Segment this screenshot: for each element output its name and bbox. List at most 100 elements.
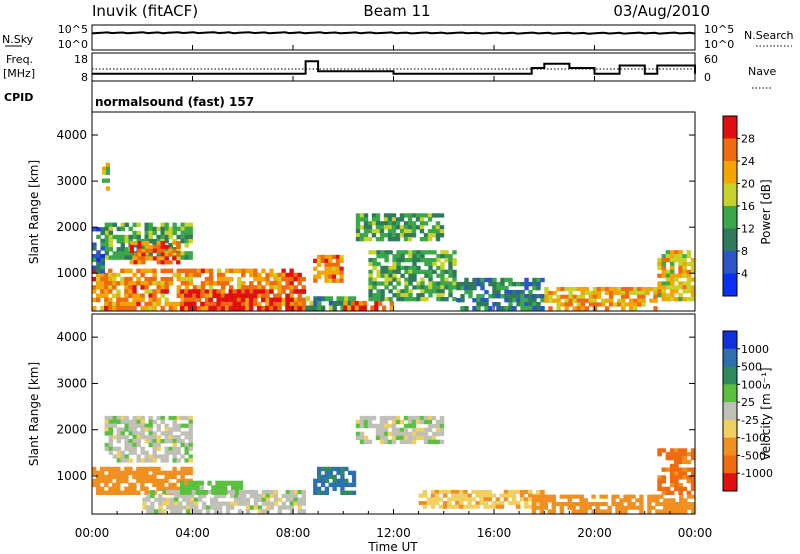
heatmap-cell xyxy=(424,297,429,302)
heatmap-cell xyxy=(164,247,169,252)
heatmap-cell xyxy=(148,466,153,472)
heatmap-cell xyxy=(148,251,153,256)
heatmap-cell xyxy=(404,281,409,286)
heatmap-cell xyxy=(96,482,101,488)
heatmap-cell xyxy=(547,498,552,503)
heatmap-cell xyxy=(336,470,341,476)
heatmap-cell xyxy=(108,431,113,436)
heatmap-cell xyxy=(236,297,242,303)
heatmap-cell xyxy=(512,294,517,299)
heatmap-cell xyxy=(108,230,113,236)
heatmap-cell xyxy=(180,293,185,298)
heatmap-cell xyxy=(232,305,238,311)
heatmap-cell xyxy=(203,489,208,495)
heatmap-cell xyxy=(375,435,381,441)
heatmap-cell xyxy=(128,450,133,455)
heatmap-cell xyxy=(178,505,183,510)
heatmap-cell xyxy=(455,501,460,506)
heatmap-cell xyxy=(416,269,421,274)
heatmap-cell xyxy=(199,480,204,486)
heatmap-cell xyxy=(434,489,440,494)
heatmap-cell xyxy=(324,270,329,275)
heatmap-cell xyxy=(188,466,193,472)
heatmap-cell xyxy=(411,213,417,218)
colorbar-tick-label: -1000 xyxy=(741,467,773,480)
heatmap-cell xyxy=(202,505,207,510)
heatmap-cell xyxy=(156,482,161,488)
heatmap-cell xyxy=(168,435,173,440)
heatmap-cell xyxy=(416,297,421,302)
heatmap-cell xyxy=(324,266,329,271)
heatmap-cell xyxy=(261,493,267,499)
heatmap-cell xyxy=(144,230,149,236)
heatmap-cell xyxy=(168,431,173,436)
heatmap-cell xyxy=(140,415,145,421)
colorbar-tick-label: 100 xyxy=(741,378,762,391)
heatmap-cell xyxy=(112,234,117,240)
heatmap-cell xyxy=(136,301,141,307)
heatmap-cell xyxy=(420,289,425,294)
heatmap-cell xyxy=(511,489,517,494)
heatmap-cell xyxy=(420,293,425,298)
heatmap-cell xyxy=(387,423,393,429)
heatmap-cell xyxy=(591,509,596,514)
heatmap-cell xyxy=(387,233,393,238)
heatmap-cell xyxy=(572,298,577,303)
heatmap-cell xyxy=(180,415,185,421)
heatmap-cell xyxy=(391,419,397,425)
heatmap-cell xyxy=(476,294,481,299)
heatmap-cell xyxy=(374,300,379,306)
heatmap-cell xyxy=(176,435,181,440)
heatmap-cell xyxy=(172,474,177,480)
heatmap-cell xyxy=(297,501,302,506)
heatmap-cell xyxy=(132,281,137,286)
heatmap-cell xyxy=(439,423,445,429)
heatmap-cell xyxy=(164,281,169,286)
heatmap-cell xyxy=(671,509,676,514)
heatmap-cell xyxy=(484,277,489,283)
heatmap-cell xyxy=(102,170,107,175)
heatmap-cell xyxy=(179,480,185,486)
colorbar-tick-label: 16 xyxy=(741,200,755,213)
heatmap-cell xyxy=(184,293,189,298)
heatmap-cell xyxy=(112,466,117,472)
heatmap-cell xyxy=(367,423,373,429)
heatmap-cell xyxy=(174,497,179,502)
heatmap-cell xyxy=(404,250,409,255)
heatmap-cell xyxy=(347,305,352,311)
heatmap-cell xyxy=(144,466,149,472)
heatmap-cell xyxy=(655,509,660,514)
heatmap-cell xyxy=(503,489,509,494)
heatmap-cell xyxy=(124,427,129,432)
heatmap-cell xyxy=(172,305,177,311)
heatmap-cell xyxy=(195,485,200,491)
heatmap-cell xyxy=(388,277,393,282)
heatmap-cell xyxy=(313,490,318,495)
heatmap-cell xyxy=(629,298,634,303)
heatmap-cell xyxy=(442,493,448,498)
heatmap-cell xyxy=(124,297,129,303)
heatmap-cell xyxy=(187,485,193,491)
heatmap-cell xyxy=(144,285,149,290)
heatmap-cell xyxy=(241,289,246,294)
heatmap-cell xyxy=(236,305,242,311)
heatmap-cell xyxy=(540,306,545,311)
colorbar-swatch xyxy=(723,206,737,229)
heatmap-cell xyxy=(671,502,676,507)
heatmap-cell xyxy=(172,419,177,424)
heatmap-cell xyxy=(375,213,381,218)
heatmap-cell xyxy=(105,170,110,175)
heatmap-cell xyxy=(170,501,175,506)
heatmap-cell xyxy=(132,439,137,444)
heatmap-cell xyxy=(647,509,652,514)
heatmap-cell xyxy=(160,230,165,236)
heatmap-cell xyxy=(188,234,193,240)
heatmap-cell xyxy=(120,454,125,459)
heatmap-cell xyxy=(137,260,142,265)
heatmap-cell xyxy=(435,221,441,226)
heatmap-cell xyxy=(459,504,464,509)
heatmap-cell xyxy=(359,233,365,238)
heatmap-cell xyxy=(112,446,117,451)
heatmap-cell xyxy=(355,221,361,226)
heatmap-cell xyxy=(249,281,254,286)
